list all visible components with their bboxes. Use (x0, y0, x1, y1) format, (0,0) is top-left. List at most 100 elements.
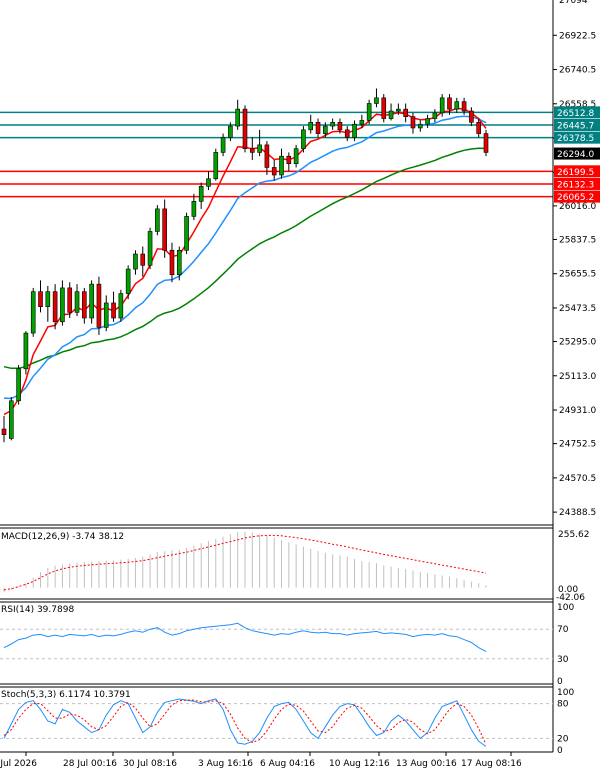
candle-body (169, 249, 175, 276)
price-tick-label: 24931.0 (559, 406, 596, 416)
candle-body (483, 133, 489, 153)
candle-body (359, 120, 365, 125)
candle-body (454, 101, 460, 110)
macd-scale-zero: 0.00 (558, 585, 578, 595)
candle-body (147, 231, 153, 266)
price-tick-label: 25473.5 (559, 304, 596, 314)
price-tick-label: 24570.5 (559, 474, 596, 484)
candle-body (103, 302, 109, 328)
resistance-label: 26512.8 (557, 109, 594, 119)
candle-body (366, 103, 372, 121)
candle-body (242, 108, 248, 149)
candle-body (279, 155, 284, 176)
macd-histogram (3, 531, 487, 593)
candle-body (352, 123, 357, 138)
macd-scale-bottom: -42.06 (556, 593, 585, 603)
stoch-level-label: 80 (557, 700, 569, 710)
stoch-lines (3, 698, 487, 747)
candle-body (206, 178, 211, 187)
candle-body (198, 185, 204, 202)
price-tick-label: 25295.0 (559, 338, 596, 348)
support-label: 26199.5 (557, 168, 594, 178)
rsi-level-label: 70 (557, 625, 569, 635)
candle-body (213, 152, 219, 180)
candle-body (403, 108, 408, 117)
stoch-panel: Stoch(5,3,3) 6.1174 10.3791 100 80 20 0 (0, 688, 574, 756)
price-tick-label: 26016.0 (559, 202, 596, 212)
price-tick-label: 26922.5 (559, 31, 596, 41)
candle-body (469, 110, 474, 123)
macd-label: MACD(12,26,9) -3.74 38.12 (1, 532, 124, 542)
rsi-line (3, 622, 487, 652)
level-labels: 26512.8 26445.7 26378.5 26199.5 26132.3 26065… (554, 106, 600, 203)
candle-body (74, 291, 80, 313)
resistance-label-bg (554, 131, 600, 144)
candle-body (155, 208, 160, 232)
price-tick-label: 24752.5 (559, 440, 596, 450)
time-tick-label: 30 Jul 08:16 (123, 759, 177, 769)
candle-body (439, 97, 445, 114)
price-tick-label: 26740.5 (559, 66, 596, 76)
rsi-label: RSI(14) 39.7898 (1, 605, 74, 615)
candle-body (323, 125, 328, 134)
support-label-bg (554, 190, 600, 203)
candle-body (67, 287, 73, 313)
candle-body (337, 122, 343, 131)
stoch-level-label: 100 (557, 688, 574, 698)
price-panel: 26922.526740.526558.526376.526194.526016… (0, 0, 600, 518)
time-tick-label: 28 Jul 00:16 (63, 759, 117, 769)
time-tick-label: 3 Aug 16:16 (198, 759, 253, 769)
candle-body (476, 122, 481, 134)
rsi-line (3, 622, 487, 652)
time-tick-label: 6 Aug 04:16 (260, 759, 315, 769)
candle-body (52, 291, 58, 323)
candle-body (250, 148, 255, 153)
rsi-level-label: 100 (557, 603, 574, 613)
resistance-label: 26378.5 (557, 134, 594, 144)
candle-body (301, 129, 306, 149)
candle-body (432, 112, 438, 119)
candle-body (96, 283, 102, 328)
candle-body (286, 155, 292, 165)
price-tick-label: 25837.5 (559, 235, 596, 245)
candle-body (235, 108, 240, 127)
stoch-k-line (3, 698, 487, 747)
candle-body (381, 97, 387, 119)
candle-body (133, 253, 138, 270)
price-tick-label-top: 27094 (559, 0, 588, 6)
stoch-d-line (3, 699, 487, 745)
candle-body (162, 208, 167, 251)
stoch-level-label: 0 (557, 746, 563, 756)
time-axis: 23 Jul 2026 28 Jul 00:16 30 Jul 08:16 3 Aug… (0, 752, 522, 769)
support-label: 26065.2 (557, 193, 594, 203)
candle-body (118, 293, 124, 319)
support-label: 26132.3 (557, 180, 594, 190)
stoch-level-label: 20 (557, 734, 569, 744)
candle-body (257, 144, 262, 153)
candle-body (220, 137, 226, 153)
candle-body (23, 332, 29, 370)
candle-body (330, 122, 335, 127)
candle-body (374, 97, 379, 104)
candle-body (30, 291, 36, 334)
current-price-label-bg (554, 147, 600, 160)
candle-body (425, 118, 430, 125)
candle-body (1, 428, 7, 435)
macd-signal-line (3, 534, 487, 591)
candle-body (271, 167, 277, 176)
candle-body (293, 148, 299, 165)
stoch-levels: 100 80 20 0 (0, 688, 574, 756)
level-lines (0, 111, 553, 198)
rsi-level-label: 0 (557, 677, 563, 687)
candle-body (111, 302, 116, 319)
macd-scale-top: 255.62 (558, 530, 590, 540)
resistance-label-bg (554, 106, 600, 119)
rsi-panel: RSI(14) 39.7898 100 70 30 0 (0, 603, 574, 687)
price-tick-label: 25655.5 (559, 270, 596, 280)
candle-body (388, 110, 394, 119)
support-label-bg (554, 165, 600, 178)
time-tick-label: 23 Jul 2026 (0, 759, 37, 769)
candle-body (447, 97, 452, 110)
